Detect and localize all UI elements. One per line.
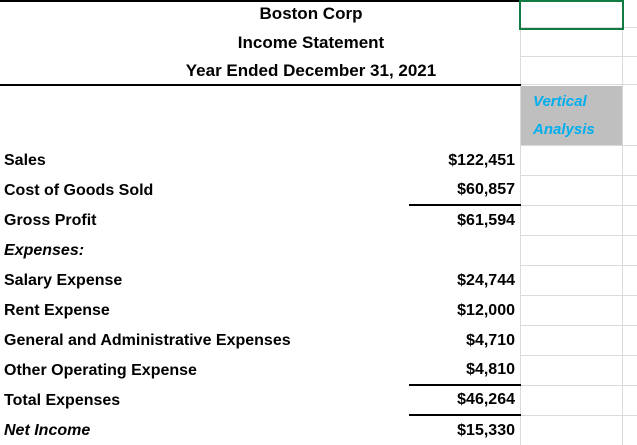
period-text: Year Ended December 31, 2021 <box>185 61 437 80</box>
gridline-cell <box>520 176 637 206</box>
gridline-cell <box>520 206 637 236</box>
row-cost-of-goods-sold: Cost of Goods Sold $60,857 <box>0 176 521 206</box>
row-total-expenses: Total Expenses $46,264 <box>0 386 521 416</box>
gridline-cell <box>520 266 637 296</box>
gridline-cell <box>520 386 637 416</box>
gridline-cell <box>520 326 637 356</box>
cell-amount[interactable]: $24,744 <box>457 272 515 289</box>
gridline-cell <box>520 146 637 176</box>
cell-amount[interactable]: $122,451 <box>448 152 515 169</box>
cell-amount[interactable]: $61,594 <box>457 212 515 229</box>
row-expenses-header: Expenses: <box>0 236 521 266</box>
row-general-admin-expenses: General and Administrative Expenses $4,7… <box>0 326 521 356</box>
company-name: Boston Corp <box>259 4 363 23</box>
gridline-cell <box>520 28 637 57</box>
row-salary-expense: Salary Expense $24,744 <box>0 266 521 296</box>
cell-label[interactable]: Sales <box>4 152 46 169</box>
title-cell-period[interactable]: Year Ended December 31, 2021 <box>0 57 622 85</box>
cell-label[interactable]: Expenses: <box>4 242 85 259</box>
cell-label[interactable]: Gross Profit <box>4 212 97 229</box>
gridline-vertical <box>520 0 521 445</box>
cell-label[interactable]: Net Income <box>4 421 91 439</box>
title-bottom-border <box>0 84 521 86</box>
cell-amount[interactable] <box>409 236 521 266</box>
gridline-cell <box>520 236 637 266</box>
row-gross-profit: Gross Profit $61,594 <box>0 206 521 236</box>
cell-amount[interactable]: $4,810 <box>409 356 521 386</box>
gridline-cell <box>520 416 637 445</box>
title-top-border <box>0 0 521 2</box>
vertical-analysis-line-2: Analysis <box>533 120 595 138</box>
title-block: Boston Corp Income Statement Year Ended … <box>0 0 622 85</box>
gridline-cell <box>520 85 637 146</box>
row-other-operating-expense: Other Operating Expense $4,810 <box>0 356 521 386</box>
gridline-vertical <box>622 0 623 445</box>
vertical-analysis-header-cell[interactable]: Vertical Analysis <box>521 86 622 145</box>
cell-label[interactable]: Cost of Goods Sold <box>4 182 154 199</box>
cell-label[interactable]: Salary Expense <box>4 272 123 289</box>
cell-label[interactable]: Other Operating Expense <box>4 362 197 379</box>
cell-label[interactable]: Rent Expense <box>4 302 110 319</box>
gridline-cell <box>520 356 637 386</box>
cell-amount[interactable]: $60,857 <box>409 176 521 206</box>
cell-amount[interactable]: $46,264 <box>409 386 521 416</box>
gridline-cell <box>520 296 637 326</box>
cell-label[interactable]: General and Administrative Expenses <box>4 332 291 349</box>
title-cell-company[interactable]: Boston Corp <box>0 0 622 28</box>
gridline-area <box>520 0 637 445</box>
statement-name: Income Statement <box>237 32 385 52</box>
cell-amount[interactable]: $15,330 <box>457 421 515 439</box>
gridline-cell <box>520 0 637 28</box>
income-statement-table: Sales $122,451 Cost of Goods Sold $60,85… <box>0 146 521 445</box>
cell-label[interactable]: Total Expenses <box>4 392 121 409</box>
selected-cell-outline[interactable] <box>519 0 624 30</box>
vertical-analysis-line-1: Vertical <box>533 92 587 110</box>
row-rent-expense: Rent Expense $12,000 <box>0 296 521 326</box>
row-sales: Sales $122,451 <box>0 146 521 176</box>
title-cell-statement[interactable]: Income Statement <box>0 28 622 57</box>
cell-amount[interactable]: $12,000 <box>457 302 515 319</box>
cell-amount[interactable]: $4,710 <box>466 332 515 349</box>
gridline-cell <box>520 57 637 85</box>
row-net-income: Net Income $15,330 <box>0 416 521 445</box>
